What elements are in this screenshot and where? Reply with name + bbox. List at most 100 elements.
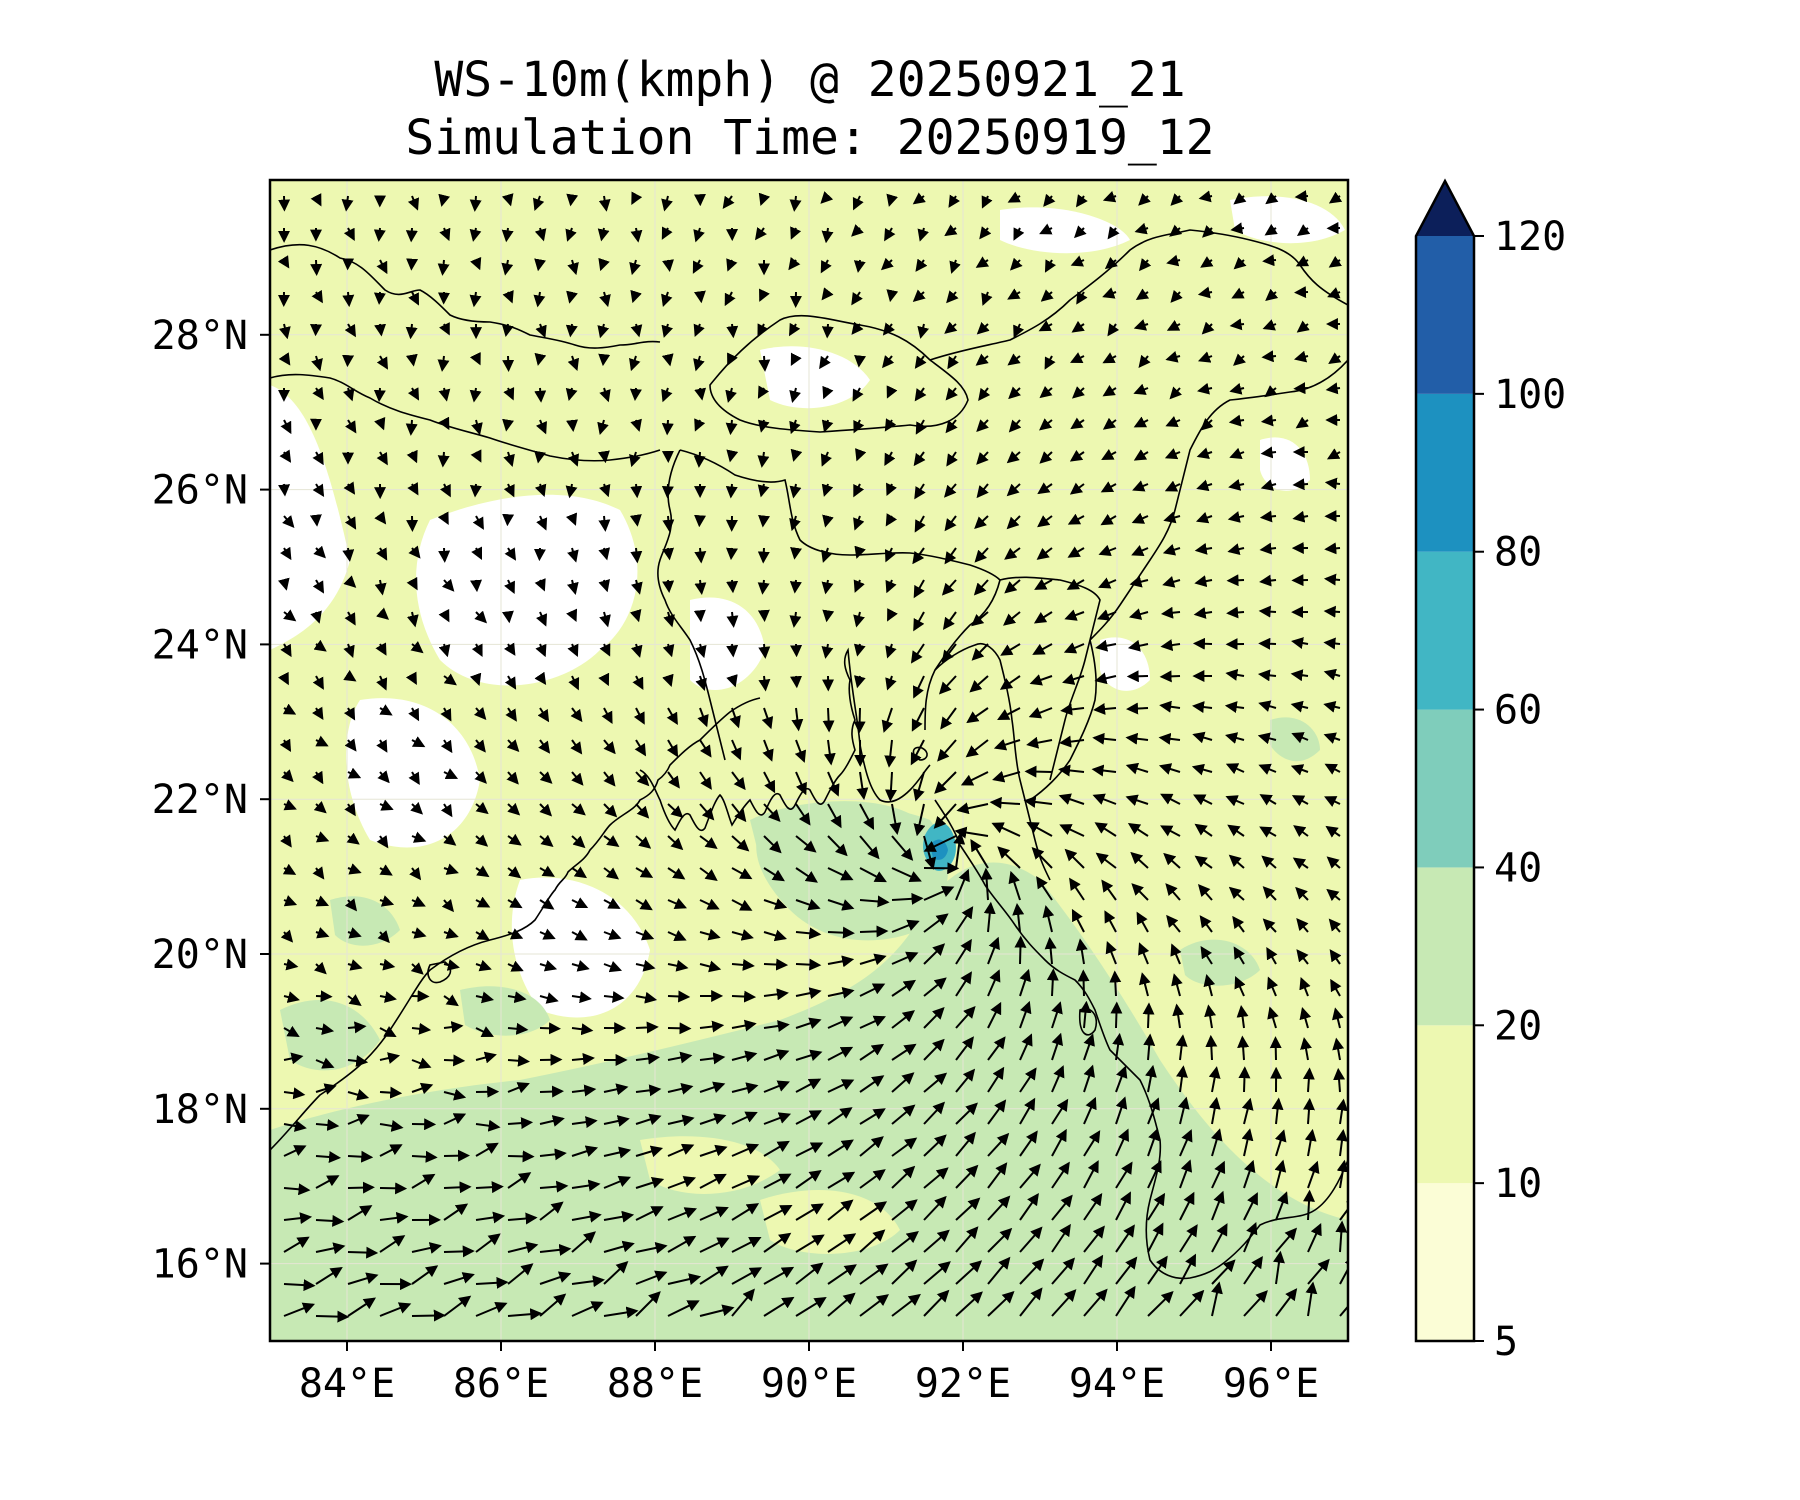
wind-arrow xyxy=(1051,1098,1069,1125)
wind-arrow xyxy=(507,1082,530,1094)
wind-arrow xyxy=(666,739,679,758)
wind-arrow xyxy=(507,1212,538,1225)
wind-arrow xyxy=(629,355,641,372)
wind-arrow xyxy=(1039,223,1053,235)
wind-arrow xyxy=(1147,1097,1160,1125)
wind-arrow xyxy=(1029,674,1053,686)
wind-arrow xyxy=(1296,949,1309,965)
wind-arrow xyxy=(955,1102,978,1125)
wind-arrow xyxy=(376,835,389,849)
wind-arrow xyxy=(1115,1065,1128,1093)
wind-arrow xyxy=(790,643,803,658)
wind-arrow xyxy=(1094,822,1117,837)
wind-arrow xyxy=(1199,915,1213,933)
wind-arrow xyxy=(1004,579,1021,594)
wind-arrow xyxy=(1075,194,1088,208)
wind-arrow xyxy=(1138,354,1151,368)
colorbar-segment xyxy=(1416,867,1474,1026)
wind-arrow xyxy=(1147,1192,1166,1221)
wind-arrow xyxy=(1291,732,1309,744)
wind-arrow xyxy=(1295,886,1309,901)
wind-arrow xyxy=(469,195,482,212)
wind-arrow xyxy=(1139,972,1151,997)
wind-arrow xyxy=(379,1302,412,1317)
wind-arrow xyxy=(1071,386,1085,399)
wind-arrow xyxy=(667,835,684,851)
wind-arrow xyxy=(534,352,547,366)
wind-arrow xyxy=(722,195,735,209)
lon-axis: 84°E 86°E 88°E 90°E 92°E 94°E 96°E xyxy=(299,1341,1319,1407)
wind-arrow xyxy=(1092,732,1117,745)
wind-arrow xyxy=(891,867,922,883)
wind-arrow xyxy=(891,951,919,965)
wind-arrow xyxy=(410,641,424,654)
wind-arrow xyxy=(1260,446,1277,459)
wind-arrow xyxy=(374,323,387,337)
wind-arrow xyxy=(1098,544,1117,557)
wind-arrow xyxy=(443,1203,469,1221)
wind-arrow xyxy=(379,1120,404,1132)
wind-arrow xyxy=(662,673,674,688)
wind-arrow xyxy=(1262,918,1277,933)
wind-arrow xyxy=(662,515,675,532)
wind-arrow xyxy=(724,291,736,307)
wind-arrow xyxy=(912,192,926,205)
wind-arrow xyxy=(884,451,896,467)
wind-arrow xyxy=(978,387,991,401)
wind-arrow xyxy=(827,1171,856,1189)
wind-arrow xyxy=(278,483,291,497)
wind-arrow xyxy=(757,451,770,468)
wind-arrow xyxy=(283,1052,304,1065)
wind-arrow xyxy=(1079,1000,1092,1029)
wind-arrow xyxy=(731,1019,757,1032)
colorbar-outline xyxy=(1414,178,1476,1343)
wind-arrow xyxy=(854,545,866,559)
wind-arrow xyxy=(1023,796,1053,808)
wind-arrow xyxy=(277,255,290,269)
wind-arrow xyxy=(1227,511,1245,523)
wind-arrow xyxy=(571,1301,604,1317)
wind-arrow xyxy=(1226,606,1245,619)
wind-arrow xyxy=(603,990,625,1003)
wind-arrow xyxy=(277,577,290,591)
wind-arrow xyxy=(313,800,327,814)
wind-arrow xyxy=(405,323,418,340)
wind-arrow xyxy=(731,1082,759,1095)
wind-arrow xyxy=(1202,225,1215,238)
wind-arrow xyxy=(1175,1034,1188,1061)
wind-arrow xyxy=(635,1084,662,1097)
wind-arrow xyxy=(277,671,289,686)
wind-arrow xyxy=(603,1146,632,1159)
wind-arrow xyxy=(1115,1161,1133,1189)
wind-arrow xyxy=(1259,510,1277,523)
wind-arrow xyxy=(1208,1066,1221,1093)
wind-arrow xyxy=(1044,355,1056,370)
wind-arrow xyxy=(827,1139,854,1157)
wind-arrow xyxy=(1006,483,1021,497)
wind-arrow xyxy=(1074,225,1087,239)
wind-arrow xyxy=(1038,320,1053,332)
wind-arrow xyxy=(827,1199,854,1221)
wind-arrow xyxy=(971,643,989,661)
wind-arrow xyxy=(1046,968,1059,997)
wind-arrow xyxy=(1133,319,1149,331)
wind-arrow xyxy=(1197,382,1213,395)
wind-arrow xyxy=(501,227,514,243)
wind-arrow xyxy=(342,354,355,368)
wind-arrow xyxy=(822,514,834,528)
wind-arrow xyxy=(283,895,298,907)
wind-arrow xyxy=(1163,852,1181,869)
wind-arrow xyxy=(1160,606,1181,619)
wind-arrow xyxy=(507,928,524,940)
wind-arrow xyxy=(1143,1033,1156,1061)
wind-arrow xyxy=(886,193,898,207)
wind-arrow xyxy=(699,739,712,758)
wind-arrow xyxy=(1133,383,1149,395)
wind-arrow xyxy=(1225,795,1245,807)
wind-arrow xyxy=(882,322,896,336)
wind-arrow xyxy=(1044,259,1056,273)
wind-arrow xyxy=(923,1007,945,1029)
wind-arrow xyxy=(694,579,707,595)
wind-arrow xyxy=(408,771,420,786)
wind-arrow xyxy=(1059,824,1085,837)
